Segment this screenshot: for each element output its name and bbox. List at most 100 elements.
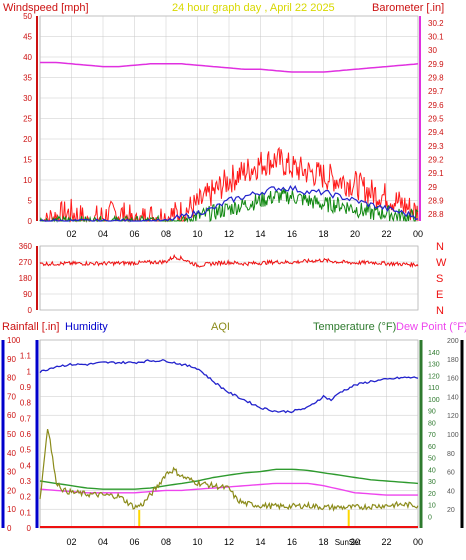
direction-tick-label: 0 [28, 306, 33, 315]
windspeed-tick-label: 20 [23, 135, 32, 144]
bottom-x-tick-label: 14 [255, 537, 265, 547]
temperature-tick-label: 70 [428, 432, 436, 439]
wind-average-series [39, 184, 419, 222]
humidity-tick-label: 100 [7, 336, 21, 345]
windspeed-tick-label: 5 [28, 197, 33, 206]
top-x-tick-label: 20 [350, 229, 360, 239]
humidity-tick-label: 90 [7, 355, 16, 364]
direction-tick-label: 270 [19, 258, 33, 267]
bottom-x-tick-label: 02 [66, 537, 76, 547]
bottom-x-tick-label: 00 [413, 537, 423, 547]
rainfall-tick-label: 0.3 [20, 477, 32, 486]
compass-label: N [436, 241, 444, 253]
windspeed-tick-label: 40 [23, 53, 32, 62]
temperature-tick-label: 140 [428, 350, 440, 357]
humidity-tick-label: 50 [7, 430, 16, 439]
temperature-tick-label: 110 [428, 385, 439, 392]
top-x-tick-label: 14 [255, 229, 265, 239]
rainfall-tick-label: 0.6 [20, 430, 32, 439]
humidity-tick-label: 60 [7, 411, 16, 420]
temperature-tick-label: 40 [428, 467, 436, 474]
set-label: Set [349, 538, 362, 547]
windspeed-tick-label: 45 [23, 33, 32, 42]
compass-label: S [436, 273, 443, 285]
temperature-tick-label: 90 [428, 409, 436, 416]
humidity-tick-label: 70 [7, 392, 16, 401]
bottom-panel: 010203040506070809010000.10.20.30.40.50.… [1, 336, 464, 547]
top-x-tick-label: 08 [161, 229, 171, 239]
humidity-series [39, 358, 419, 414]
barometer-tick-label: 30.1 [428, 33, 444, 42]
windspeed-tick-label: 15 [23, 156, 32, 165]
bottom-x-tick-label: 22 [381, 537, 391, 547]
bottom-x-tick-label: 04 [98, 537, 108, 547]
rainfall-tick-label: 0.8 [20, 399, 32, 408]
windspeed-tick-label: 10 [23, 176, 32, 185]
rainfall-tick-label: 0 [27, 524, 32, 533]
bottom-x-tick-label: 20 [350, 537, 360, 547]
sun-label: Sun [335, 538, 349, 547]
top-x-tick-label: 22 [381, 229, 391, 239]
top-x-tick-label: 18 [318, 229, 328, 239]
barometer-tick-label: 28.8 [428, 210, 444, 219]
top-x-tick-label: 16 [287, 229, 297, 239]
windspeed-tick-label: 35 [23, 74, 32, 83]
humidity-label: Humidity [65, 321, 108, 333]
rainfall-tick-label: 0.4 [20, 461, 32, 470]
rainfall-tick-label: 0.9 [20, 383, 32, 392]
compass-label: E [436, 289, 443, 301]
bottom-x-tick-label: 16 [287, 537, 297, 547]
aqi-tick-label: 40 [447, 488, 455, 495]
humidity-tick-label: 30 [7, 468, 16, 477]
temperature-series [39, 468, 419, 490]
top-x-tick-label: 04 [98, 229, 108, 239]
temperature-tick-label: 60 [428, 444, 436, 451]
direction-tick-label: 90 [23, 290, 32, 299]
rainfall-tick-label: 0.7 [20, 414, 32, 423]
dewpoint-label: Dew Point (°F) [396, 321, 466, 333]
barometer-tick-label: 29.2 [428, 156, 444, 165]
windspeed-tick-label: 50 [23, 12, 32, 21]
aqi-tick-label: 160 [447, 376, 459, 383]
aqi-tick-label: 180 [447, 357, 459, 364]
aqi-series [39, 428, 419, 512]
temperature-tick-label: 50 [428, 456, 436, 463]
windspeed-tick-label: 30 [23, 94, 32, 103]
humidity-tick-label: 80 [7, 374, 16, 383]
temperature-tick-label: 10 [428, 503, 436, 510]
aqi-label: AQI [211, 321, 230, 333]
barometer-tick-label: 29.4 [428, 128, 444, 137]
wind-green-series [39, 188, 419, 223]
barometer-tick-label: 29.1 [428, 169, 444, 178]
windspeed-series [39, 146, 419, 223]
bottom-x-tick-label: 10 [192, 537, 202, 547]
temperature-tick-label: 80 [428, 420, 436, 427]
barometer-tick-label: 29.7 [428, 87, 444, 96]
windspeed-axis-label: Windspeed [mph] [3, 2, 89, 14]
rainfall-tick-label: 1 [27, 367, 32, 376]
wind-direction-series [39, 253, 419, 269]
temperature-label: Temperature (°F) [313, 321, 396, 333]
direction-tick-label: 360 [19, 242, 33, 251]
barometer-axis-label: Barometer [.in] [372, 2, 444, 14]
aqi-tick-label: 80 [447, 451, 455, 458]
top-x-tick-label: 12 [224, 229, 234, 239]
temperature-tick-label: 20 [428, 491, 436, 498]
barometer-series [40, 61, 419, 73]
top-x-tick-label: 10 [192, 229, 202, 239]
temperature-tick-label: 30 [428, 479, 436, 486]
rainfall-tick-label: 0.1 [20, 508, 32, 517]
compass-label: N [436, 305, 444, 317]
temperature-tick-label: 100 [428, 397, 440, 404]
bottom-x-tick-label: 18 [318, 537, 328, 547]
barometer-tick-label: 29.3 [428, 142, 444, 151]
humidity-tick-label: 40 [7, 449, 16, 458]
temperature-tick-label: 0 [428, 514, 432, 521]
top-x-tick-label: 06 [129, 229, 139, 239]
aqi-tick-label: 60 [447, 470, 455, 477]
humidity-tick-label: 20 [7, 486, 16, 495]
bottom-x-tick-label: 06 [129, 537, 139, 547]
